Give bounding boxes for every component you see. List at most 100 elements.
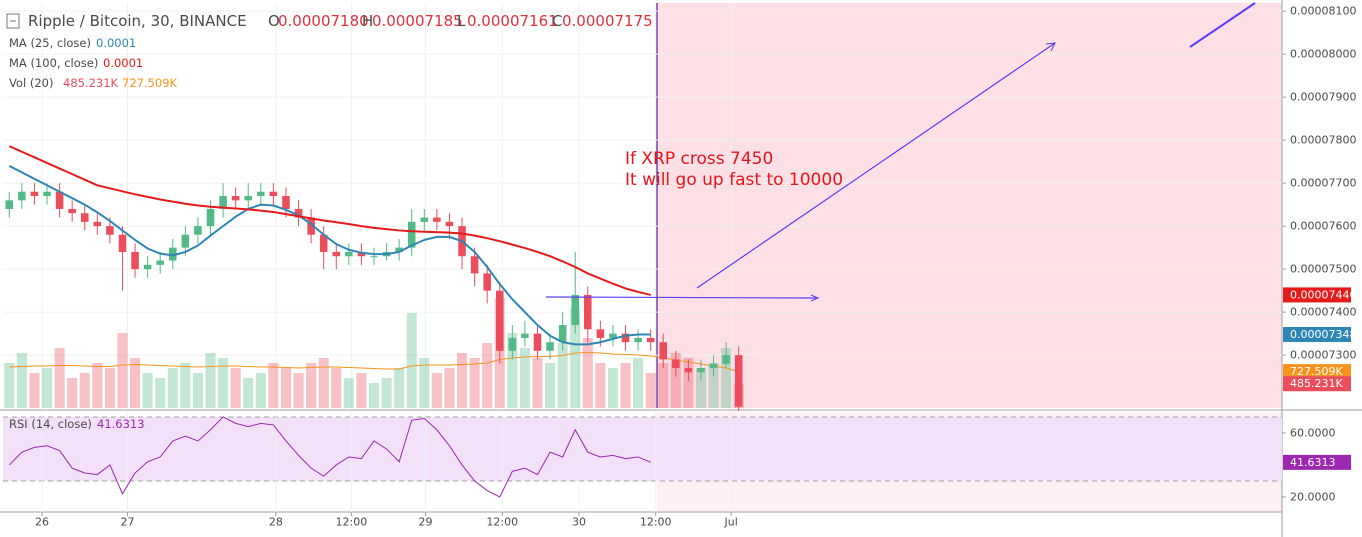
candle-body — [219, 196, 227, 209]
volume-bar — [394, 368, 405, 408]
volume-bar — [695, 368, 707, 408]
drawing-arrow — [696, 42, 1056, 289]
volume-bar — [381, 378, 392, 408]
volume-bar — [507, 333, 518, 408]
volume-bar — [431, 373, 442, 408]
candle-body — [80, 213, 89, 222]
volume-bar — [683, 358, 694, 408]
candle-body — [294, 208, 303, 218]
candle-body — [546, 342, 554, 351]
price-tag-label: 485.231K — [1290, 377, 1343, 390]
candle-body — [420, 217, 429, 222]
volume-bar — [117, 333, 128, 408]
legend-label: MA (25, close) — [9, 36, 91, 50]
volume-bar — [268, 363, 279, 408]
volume-bar — [218, 358, 229, 408]
arrow-head — [1045, 42, 1056, 52]
volume-bar — [280, 368, 291, 408]
volume-bar — [645, 373, 656, 408]
candle-body — [345, 251, 353, 257]
candle-body — [307, 217, 315, 235]
volume-bar — [419, 358, 430, 408]
price-tag-label: 727.509K — [1290, 365, 1343, 378]
ohlc-value: 0.00007161 — [467, 12, 558, 30]
volume-bar — [4, 363, 15, 408]
x-tick-label: 12:00 — [336, 516, 368, 529]
volume-bar — [469, 358, 480, 408]
volume-bar — [230, 368, 241, 408]
x-tick-label: 27 — [121, 516, 135, 529]
candle-body — [659, 342, 668, 360]
price-tag-label: 0.00007348 — [1290, 328, 1356, 341]
legend-label: RSI (14, close) — [9, 417, 92, 431]
candle-body — [282, 196, 290, 209]
candle-body — [257, 191, 265, 197]
candle-body — [697, 368, 705, 373]
volume-bar — [318, 358, 329, 408]
volume-bar — [457, 353, 468, 408]
x-tick-label: 28 — [269, 516, 283, 529]
ma-line — [8, 165, 651, 346]
y-tick-label: 0.00007900 — [1290, 91, 1356, 104]
candle-body — [470, 256, 479, 274]
volume-bar — [368, 383, 380, 408]
candle-body — [18, 191, 26, 201]
volume-bar — [293, 373, 304, 408]
volume-bar — [620, 363, 631, 408]
y-tick-label: 0.00008000 — [1290, 48, 1356, 61]
volume-bar — [92, 363, 103, 408]
candle-body — [609, 333, 617, 338]
y-tick-label: 0.00007700 — [1290, 177, 1356, 190]
legend-label: Vol (20) — [9, 76, 53, 90]
x-tick-label: Jul — [724, 516, 738, 529]
candle-body — [734, 355, 743, 407]
candle-body — [68, 208, 76, 214]
volume-bar — [243, 378, 254, 408]
candle-body — [181, 234, 190, 248]
candle-body — [118, 234, 127, 252]
candle-body — [30, 191, 39, 197]
candle-body — [596, 329, 605, 338]
candle-body — [357, 251, 366, 257]
price-tag-label: 41.6313 — [1290, 456, 1336, 469]
candle-body — [93, 221, 102, 227]
x-tick-label: 26 — [35, 516, 49, 529]
volume-bar — [306, 363, 317, 408]
candle-body — [131, 251, 139, 270]
candle-body — [244, 196, 253, 201]
volume-bar — [532, 358, 543, 408]
ohlc-value: 0.00007185 — [372, 12, 463, 30]
volume-bar — [104, 368, 115, 408]
candle-body — [269, 191, 278, 197]
ohlc-key: O — [268, 12, 280, 30]
candle-body — [483, 273, 491, 291]
volume-bar — [255, 373, 266, 408]
volume-bar — [708, 363, 719, 408]
y-tick-label: 0.00007600 — [1290, 220, 1356, 233]
drawing-line — [1189, 2, 1256, 48]
volume-bar — [155, 378, 166, 408]
candle-body — [231, 196, 240, 201]
candle-body — [445, 221, 454, 227]
price-tag — [1283, 326, 1351, 342]
price-tag — [1283, 376, 1351, 392]
volume-bar — [444, 368, 455, 408]
candle-body — [533, 333, 542, 351]
volume-bar — [205, 353, 216, 408]
volume-bar — [29, 373, 40, 408]
candle-body — [206, 208, 215, 227]
drawing-line — [545, 296, 819, 299]
price-tag-label: 0.00007440 — [1290, 288, 1356, 301]
y-tick-label: 0.00007800 — [1290, 134, 1356, 147]
annotation: If XRP cross 7450 — [625, 149, 773, 169]
rsi-line — [8, 416, 651, 498]
candle-body — [634, 337, 642, 343]
candle-body — [433, 217, 441, 222]
collapse-icon[interactable] — [6, 13, 20, 29]
x-tick-label: 12:00 — [486, 516, 518, 529]
candle-body — [5, 200, 14, 209]
volume-bar — [16, 353, 27, 408]
volume-bar — [582, 338, 593, 408]
y-tick-label: 0.00008100 — [1290, 5, 1356, 18]
